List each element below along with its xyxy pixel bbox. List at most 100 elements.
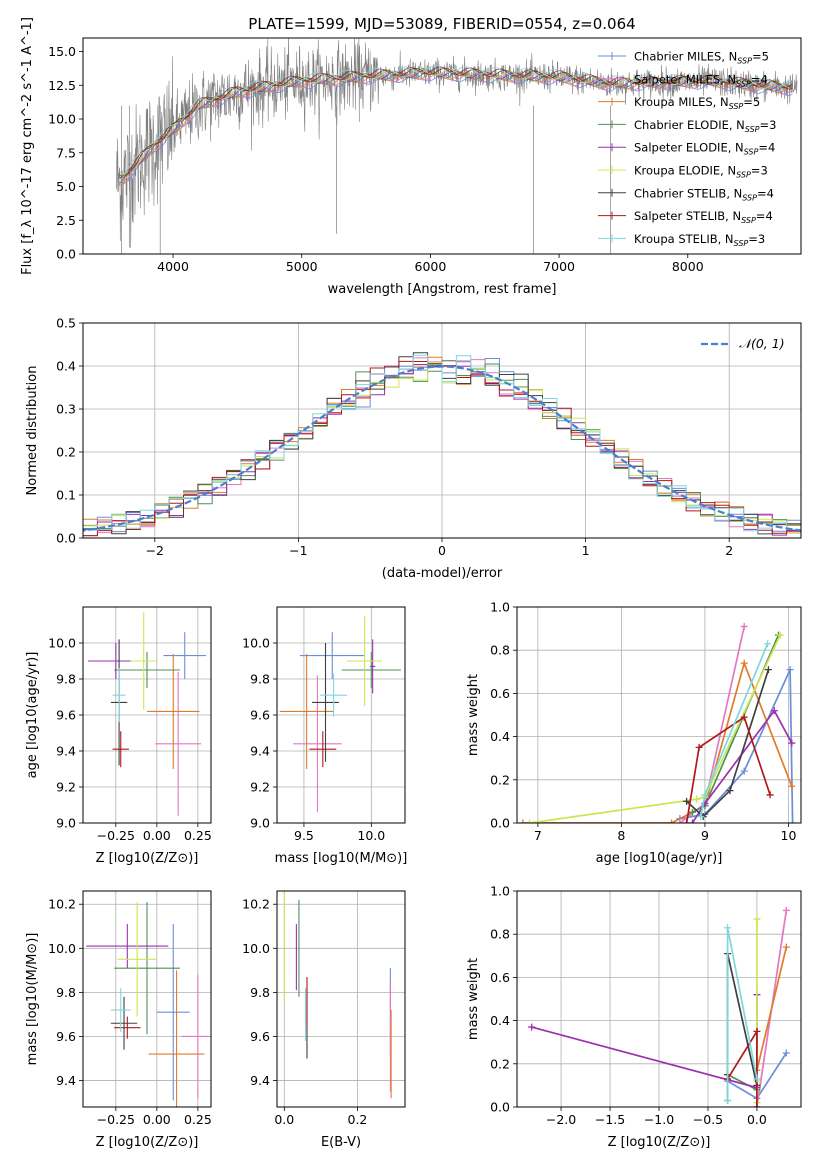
chart-spectrum: 4000 5000 6000 7000 8000 0.0 2.5 5.0 7.5 10.0 12.5… <box>20 17 802 297</box>
y-tick-label: 9.8 <box>250 985 270 1000</box>
y-tick-label: 2.5 <box>56 213 76 228</box>
legend-model-name: Chabrier MILES <box>634 50 721 64</box>
legend-model-name: Chabrier ELODIE <box>634 118 729 132</box>
y-axis-label: Flux [f_λ 10^-17 erg cm^-2 s^-1 A^-1] <box>20 17 35 275</box>
x-axis-label: wavelength [Angstrom, rest frame] <box>328 282 557 297</box>
axes-frame <box>82 37 802 255</box>
legend-nssp-value: 5 <box>753 95 760 109</box>
mass-weight-point <box>782 1049 790 1057</box>
legend-nssp-value: 3 <box>769 118 776 132</box>
x-tick-label: 2 <box>725 543 733 558</box>
mass-weight-point <box>676 819 684 823</box>
observed-spectrum-line <box>116 38 798 249</box>
gaussian-legend: 𝒩(0, 1) <box>701 336 785 351</box>
mass-weight-line <box>685 715 771 823</box>
mass-weight-line <box>756 947 788 1071</box>
plot-area <box>528 906 790 1107</box>
y-tick-label: 0.0 <box>56 247 76 262</box>
model-spectrum-line <box>118 68 793 176</box>
axes-frame <box>276 606 406 824</box>
mass-weight-point <box>776 631 784 639</box>
x-tick-label: −0.5 <box>693 1112 723 1127</box>
y-tick-label: 10.2 <box>242 897 270 912</box>
chart-weight_vs_Z: −2.0 −1.5 −1.0 −0.5 0.0 0.0 0.2 0.4 0.6 0.8 1.0 Z [… <box>466 884 802 1150</box>
legend-nssp-value: 4 <box>768 141 775 155</box>
mass-weight-line <box>726 953 758 1086</box>
mass-weight-point <box>683 819 691 823</box>
y-tick-label: 9.6 <box>250 708 270 723</box>
x-tick-label: 0.0 <box>274 1112 294 1127</box>
y-axis-label: Normed distribution <box>25 366 40 496</box>
chart-age_vs_mass: 9.5 10.0 9.0 9.2 9.4 9.6 9.8 10.0 mass [log10(M/… <box>242 606 407 866</box>
mass-weight-point <box>693 795 701 803</box>
mass-weight-point <box>683 797 691 805</box>
model-spectrum-line <box>118 65 793 180</box>
y-tick-label: 0.5 <box>56 316 76 331</box>
chart-age_vs_Z: −0.25 0.00 0.25 9.0 9.2 9.4 9.6 9.8 10.0 Z [log10… <box>25 606 212 866</box>
y-tick-label: 9.2 <box>250 780 270 795</box>
mass-weight-line <box>522 660 793 823</box>
mass-weight-line <box>726 927 758 1101</box>
x-tick-label: −2 <box>146 543 164 558</box>
axes-frame <box>82 322 802 539</box>
legend-label: Kroupa MILES, NSSP=5 <box>634 95 760 111</box>
legend-label: Salpeter MILES, NSSP=4 <box>634 72 768 88</box>
x-tick-label: 0.25 <box>184 828 212 843</box>
y-tick-label: 10.0 <box>48 636 76 651</box>
model-spectrum-line <box>118 71 793 186</box>
gaussian-curve <box>83 365 801 532</box>
mass-weight-point <box>782 943 790 951</box>
x-tick-label: 0 <box>438 543 446 558</box>
x-tick-label: 10 <box>781 828 797 843</box>
mass-weight-line <box>529 634 781 823</box>
x-tick-label: 1 <box>582 543 590 558</box>
mass-weight-point <box>764 640 772 648</box>
mass-weight-point <box>726 787 734 795</box>
mass-weight-point <box>688 808 696 816</box>
x-tick-label: 0.25 <box>184 1112 212 1127</box>
legend-model-name: Kroupa MILES <box>634 95 713 109</box>
y-tick-label: 5.0 <box>56 179 76 194</box>
y-tick-label: 10.2 <box>48 897 76 912</box>
plot-area <box>86 902 211 1107</box>
axes-frame <box>82 890 212 1108</box>
legend-nssp-value: 4 <box>767 186 774 200</box>
y-tick-label: 0.6 <box>490 970 510 985</box>
y-tick-label: 1.0 <box>490 600 510 615</box>
y-tick-label: 9.4 <box>56 1073 76 1088</box>
mass-weight-point <box>695 743 703 751</box>
y-tick-label: 12.5 <box>48 78 76 93</box>
y-tick-label: 0.0 <box>490 816 510 831</box>
legend-label: Salpeter STELIB, NSSP=4 <box>634 209 773 225</box>
mass-weight-point <box>753 1027 761 1035</box>
y-tick-label: 9.8 <box>56 672 76 687</box>
x-tick-label: 0.00 <box>143 1112 171 1127</box>
y-tick-label: 0.8 <box>490 927 510 942</box>
mass-weight-point <box>786 666 794 674</box>
axes-frame <box>516 890 802 1108</box>
y-axis-label: mass weight <box>466 674 481 756</box>
y-tick-label: 10.0 <box>242 636 270 651</box>
x-tick-label: 4000 <box>157 259 189 274</box>
x-tick-label: 0.00 <box>143 828 171 843</box>
x-axis-label: age [log10(age/yr)] <box>596 851 723 866</box>
mass-weight-point <box>526 819 534 823</box>
y-tick-label: 0.4 <box>490 1013 510 1028</box>
axes-frame <box>276 890 406 1108</box>
legend-label: Chabrier STELIB, NSSP=4 <box>634 186 774 202</box>
chart-residuals: −2 −1 0 1 2 0.0 0.1 0.2 0.3 0.4 0.5 (data-model)/er… <box>25 316 802 581</box>
y-tick-label: 0.0 <box>490 1100 510 1115</box>
x-tick-label: 7000 <box>543 259 575 274</box>
x-tick-label: 10.0 <box>357 828 385 843</box>
legend-nssp-value: 3 <box>758 232 765 246</box>
model-spectrum-line <box>118 66 793 179</box>
x-tick-label: 6000 <box>415 259 447 274</box>
mass-weight-point <box>764 666 772 674</box>
y-tick-label: 0.3 <box>56 402 76 417</box>
x-tick-label: 9 <box>701 828 709 843</box>
mass-weight-point <box>519 819 527 823</box>
mass-weight-line <box>531 994 758 1089</box>
chart-weight_vs_age: 7 8 9 10 0.0 0.2 0.4 0.6 0.8 1.0 age [log10(age/yr… <box>466 600 802 866</box>
x-axis-label: Z [log10(Z/Z⊙)] <box>96 851 199 866</box>
